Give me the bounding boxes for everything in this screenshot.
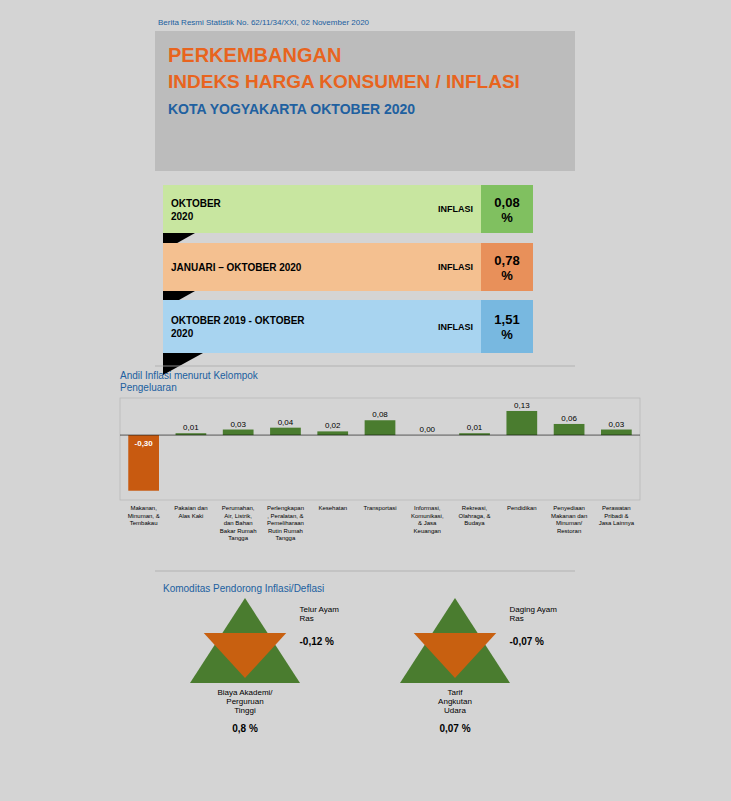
data-label: 0,03 bbox=[230, 420, 246, 429]
infographic: Berita Resmi Statistik No. 62/11/34/XXI,… bbox=[0, 0, 731, 801]
box-label: OKTOBER2020 bbox=[171, 198, 222, 222]
box-value: 1,51% bbox=[494, 312, 519, 342]
box-inflasi: INFLASI bbox=[438, 204, 473, 214]
x-tick-label: PerawatanPribadi &Jasa Lainnya bbox=[599, 505, 635, 526]
bar bbox=[128, 435, 159, 491]
header-title: INDEKS HARGA KONSUMEN / INFLASI bbox=[168, 71, 520, 92]
x-tick-label: Kesehatan bbox=[318, 505, 347, 511]
bar bbox=[223, 430, 254, 436]
info-box: OKTOBER 2019 - OKTOBER2020 INFLASI 1,51% bbox=[163, 300, 533, 375]
chart-title: Andil Inflasi menurut KelompokPengeluara… bbox=[120, 370, 259, 393]
info-box-bg bbox=[163, 300, 533, 353]
info-box-bg bbox=[163, 243, 533, 291]
x-tick-label: PenyediaanMakanan danMinuman/Restoran bbox=[551, 505, 587, 534]
up-value: 0,07 % bbox=[439, 723, 470, 734]
bar bbox=[365, 420, 396, 435]
header-box bbox=[155, 31, 575, 171]
info-box-value-bg bbox=[481, 185, 533, 233]
bar bbox=[554, 424, 585, 435]
data-label: 0,06 bbox=[561, 414, 577, 423]
header-title: KOTA YOGYAKARTA OKTOBER 2020 bbox=[168, 101, 415, 117]
x-tick-label: Perumahan,Air, Listrik,dan BahanBakar Ru… bbox=[220, 505, 257, 541]
x-tick-label: Pendidikan bbox=[507, 505, 537, 511]
down-triangle bbox=[414, 633, 497, 678]
info-box: JANUARI – OKTOBER 2020 INFLASI 0,78% bbox=[163, 243, 533, 309]
down-label: Telur AyamRas bbox=[300, 605, 340, 623]
bars bbox=[128, 411, 631, 491]
data-label: 0,04 bbox=[278, 418, 294, 427]
box-inflasi: INFLASI bbox=[438, 322, 473, 332]
up-label: TarifAngkutanUdara bbox=[438, 688, 472, 715]
commodity-pair: TarifAngkutanUdara 0,07 % Daging AyamRas -0… bbox=[400, 598, 557, 734]
info-box-value-bg bbox=[481, 243, 533, 291]
bar bbox=[270, 428, 301, 435]
subtitle: Berita Resmi Statistik No. 62/11/34/XXI,… bbox=[158, 18, 370, 27]
info-box-bg bbox=[163, 185, 533, 233]
up-triangle bbox=[400, 598, 510, 683]
box-value: 0,78% bbox=[494, 253, 519, 283]
box-label: JANUARI – OKTOBER 2020 bbox=[171, 262, 302, 273]
down-label: Daging AyamRas bbox=[510, 605, 558, 623]
zero-line bbox=[120, 435, 640, 436]
up-value: 0,8 % bbox=[232, 723, 258, 734]
x-tick-label: Makanan,Minuman, &Tembakau bbox=[128, 505, 160, 526]
up-triangle bbox=[190, 598, 300, 683]
section-title: Komoditas Pendorong Inflasi/Deflasi bbox=[163, 583, 324, 594]
data-label: 0,02 bbox=[325, 421, 341, 430]
x-tick-label: Pakaian danAlas Kaki bbox=[174, 505, 207, 519]
plot-frame bbox=[120, 398, 640, 500]
down-triangle bbox=[204, 633, 287, 678]
down-value: -0,12 % bbox=[300, 636, 335, 647]
bar bbox=[506, 411, 537, 435]
info-box: OKTOBER2020 INFLASI 0,08% bbox=[163, 185, 533, 251]
data-label: 0,01 bbox=[183, 423, 199, 432]
box-value: 0,08% bbox=[494, 195, 519, 225]
data-label: 0,08 bbox=[372, 410, 388, 419]
header-title: PERKEMBANGAN bbox=[168, 44, 341, 66]
x-tick-label: Informasi,Komunikasi,& JasaKeuangan bbox=[411, 505, 444, 534]
box-inflasi: INFLASI bbox=[438, 262, 473, 272]
divider bbox=[155, 366, 575, 367]
x-tick-label: Transportasi bbox=[363, 505, 396, 511]
down-value: -0,07 % bbox=[510, 636, 545, 647]
bar bbox=[601, 430, 632, 436]
data-label: 0,03 bbox=[609, 420, 625, 429]
box-label: OKTOBER 2019 - OKTOBER2020 bbox=[171, 315, 305, 339]
data-label: 0,13 bbox=[514, 401, 530, 410]
commodity-pair: Biaya Akademi/PerguruanTinggi 0,8 % Telur … bbox=[190, 598, 339, 734]
bar bbox=[317, 431, 348, 435]
data-label: 0,01 bbox=[467, 423, 483, 432]
divider bbox=[155, 571, 575, 572]
info-box-value-bg bbox=[481, 300, 533, 353]
data-label: -0,30 bbox=[135, 439, 154, 448]
x-tick-label: Perlengkapan, Peralatan, &PemeliharaanRu… bbox=[267, 505, 304, 541]
up-label: Biaya Akademi/PerguruanTinggi bbox=[217, 688, 273, 715]
background bbox=[0, 0, 731, 801]
data-label: 0,00 bbox=[419, 425, 435, 434]
x-tick-label: Rekreasi,Olahraga, &Budaya bbox=[459, 505, 491, 526]
